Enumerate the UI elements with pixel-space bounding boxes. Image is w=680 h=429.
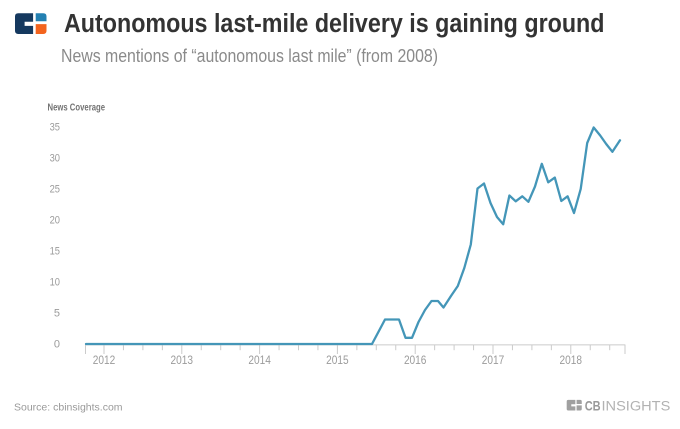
svg-text:2016: 2016 — [404, 355, 427, 367]
svg-text:News Coverage: News Coverage — [48, 103, 106, 114]
svg-text:News mentions of “autonomous l: News mentions of “autonomous last mile” … — [61, 46, 438, 66]
svg-text:Autonomous last-mile delivery: Autonomous last-mile delivery is gaining… — [64, 10, 605, 38]
svg-text:Source: cbinsights.com: Source: cbinsights.com — [14, 401, 123, 413]
svg-text:CB: CB — [585, 398, 601, 414]
svg-text:INSIGHTS: INSIGHTS — [602, 398, 671, 414]
svg-text:5: 5 — [54, 308, 60, 320]
svg-text:25: 25 — [50, 184, 60, 196]
svg-text:35: 35 — [50, 122, 60, 134]
svg-text:15: 15 — [50, 246, 60, 258]
svg-text:30: 30 — [50, 153, 60, 165]
svg-text:2017: 2017 — [482, 355, 505, 367]
svg-text:10: 10 — [50, 277, 60, 289]
svg-text:2014: 2014 — [248, 355, 271, 367]
svg-text:2015: 2015 — [326, 355, 349, 367]
svg-text:20: 20 — [50, 215, 60, 227]
svg-text:2013: 2013 — [171, 355, 194, 367]
svg-text:0: 0 — [54, 339, 60, 351]
svg-text:2012: 2012 — [93, 355, 116, 367]
svg-text:2018: 2018 — [560, 355, 583, 367]
